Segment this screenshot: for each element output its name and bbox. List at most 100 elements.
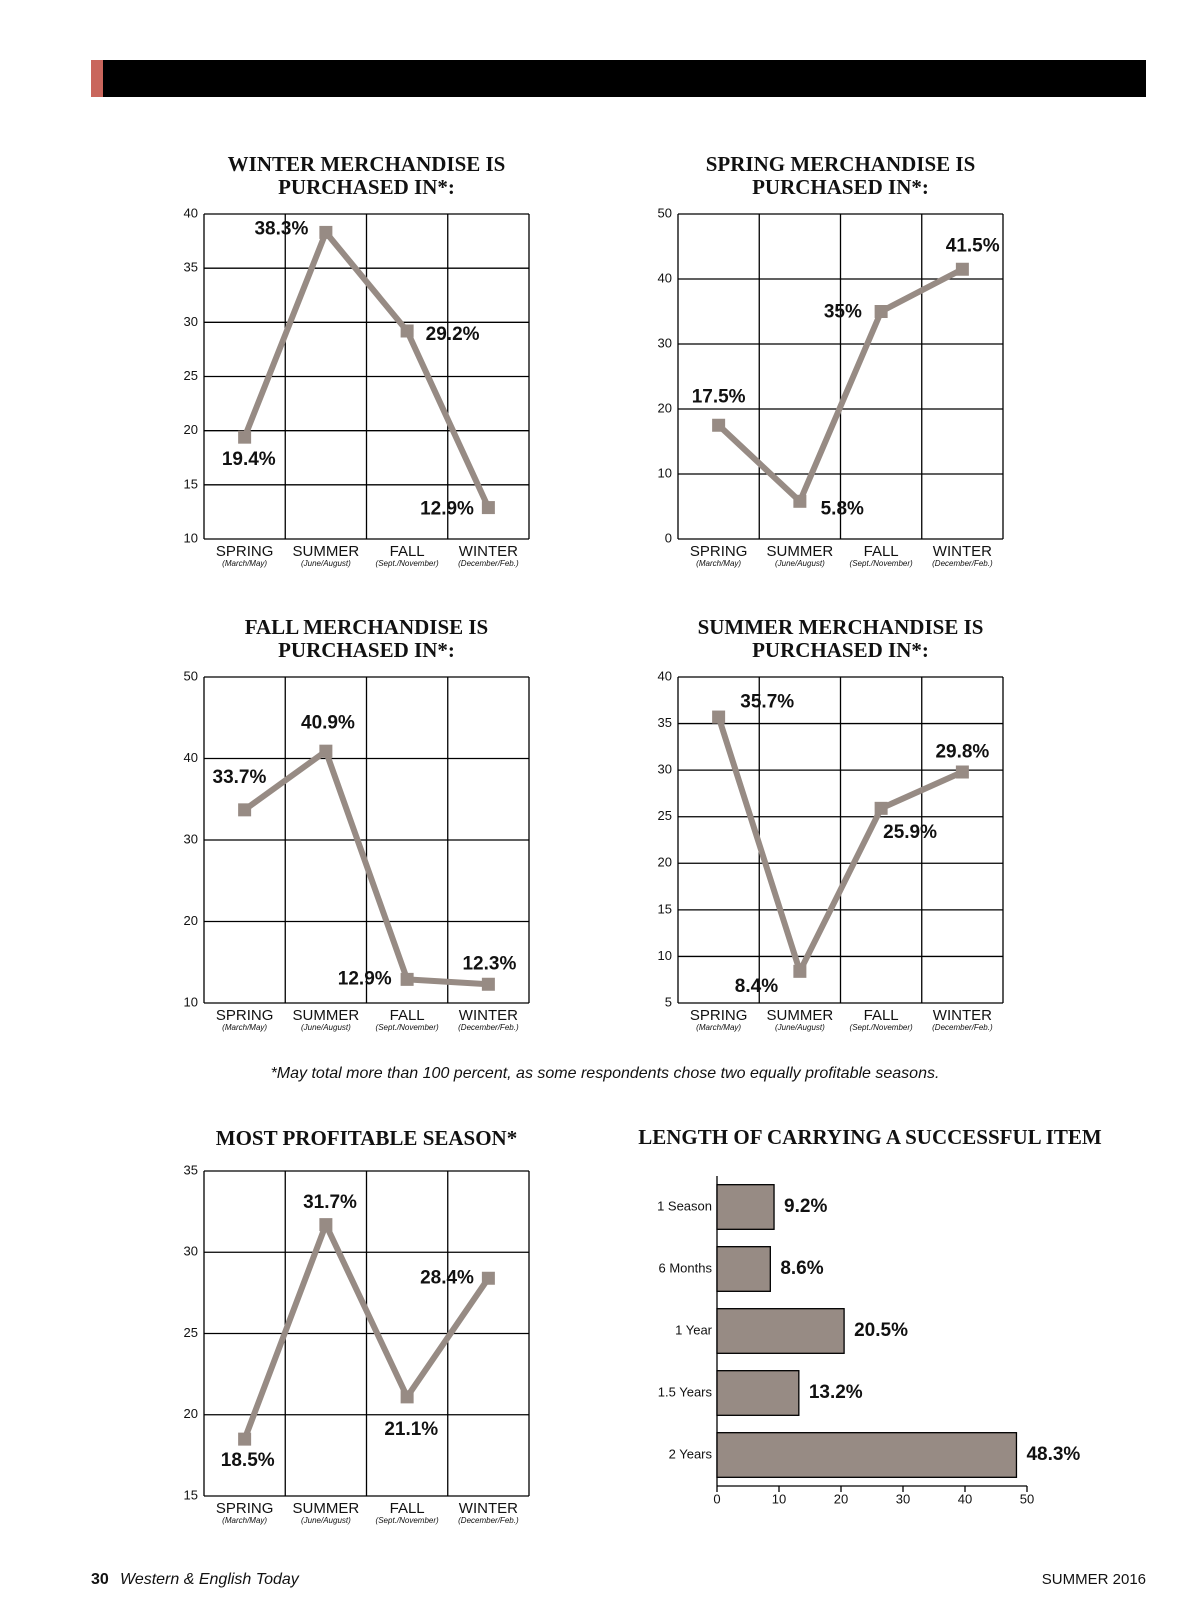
x-tick-note: (December/Feb.) [458, 1023, 519, 1032]
y-tick-label: 20 [184, 913, 198, 928]
value-label: 29.8% [935, 741, 989, 762]
bar [716, 1246, 771, 1292]
value-label: 8.6% [780, 1258, 823, 1279]
chart-title: MOST PROFITABLE SEASON* [216, 1126, 517, 1150]
value-label: 9.2% [784, 1196, 827, 1217]
chart-title: PURCHASED IN*: [752, 638, 929, 662]
y-tick-label: 25 [184, 368, 198, 383]
x-tick-note: (June/August) [301, 559, 351, 568]
bar [716, 1184, 775, 1230]
value-label: 48.3% [1026, 1444, 1080, 1465]
y-tick-label: 40 [658, 668, 672, 683]
y-tick-label: 1 Year [675, 1322, 713, 1337]
value-label: 12.9% [420, 499, 474, 520]
x-tick-label: 40 [958, 1491, 972, 1506]
y-tick-label: 20 [658, 400, 672, 415]
y-tick-label: 35 [184, 260, 198, 275]
y-tick-label: 10 [658, 465, 672, 480]
x-tick-note: (December/Feb.) [932, 1023, 993, 1032]
x-tick-note: (Sept./November) [376, 1516, 439, 1525]
value-label: 25.9% [883, 822, 937, 843]
chart-title: WINTER MERCHANDISE IS [228, 152, 506, 176]
value-label: 21.1% [384, 1419, 438, 1440]
data-point [955, 262, 969, 276]
value-label: 35% [824, 302, 862, 323]
x-tick-label: WINTER [459, 1500, 518, 1517]
y-tick-label: 35 [658, 715, 672, 730]
y-tick-label: 35 [184, 1162, 198, 1177]
x-tick-label: WINTER [933, 1007, 992, 1024]
x-tick-note: (Sept./November) [376, 1023, 439, 1032]
value-label: 38.3% [254, 218, 308, 239]
value-label: 12.3% [462, 954, 516, 975]
x-tick-label: SPRING [690, 1007, 748, 1024]
series-line [241, 229, 492, 509]
x-tick-note: (March/May) [222, 1516, 267, 1525]
x-tick-label: 10 [772, 1491, 786, 1506]
data-point [712, 710, 726, 724]
x-tick-label: 0 [713, 1491, 720, 1506]
y-tick-label: 20 [184, 422, 198, 437]
chart-title: FALL MERCHANDISE IS [245, 615, 489, 639]
x-tick-note: (Sept./November) [376, 559, 439, 568]
x-tick-note: (March/May) [696, 1023, 741, 1032]
y-tick-label: 20 [184, 1406, 198, 1421]
data-point [712, 418, 726, 432]
y-tick-label: 6 Months [659, 1260, 713, 1275]
value-label: 33.7% [213, 767, 267, 788]
publication: Western & English Today [120, 1571, 300, 1588]
value-label: 28.4% [420, 1267, 474, 1288]
x-tick-label: FALL [390, 1007, 425, 1024]
x-tick-label: 50 [1020, 1491, 1034, 1506]
data-point [481, 1271, 495, 1285]
x-tick-note: (December/Feb.) [458, 1516, 519, 1525]
chart-title: PURCHASED IN*: [278, 638, 455, 662]
value-label: 18.5% [221, 1450, 275, 1471]
y-tick-label: 1.5 Years [658, 1384, 713, 1399]
x-tick-label: SUMMER [293, 1500, 360, 1517]
x-tick-label: FALL [390, 543, 425, 560]
series-line [242, 748, 489, 988]
value-label: 8.4% [735, 976, 778, 997]
x-tick-label: WINTER [459, 543, 518, 560]
x-tick-note: (Sept./November) [850, 559, 913, 568]
value-label: 31.7% [303, 1192, 357, 1213]
series-line [241, 1221, 491, 1441]
data-point [319, 744, 333, 758]
y-tick-label: 50 [658, 205, 672, 220]
value-label: 19.4% [222, 449, 276, 470]
value-label: 29.2% [426, 324, 480, 345]
y-tick-label: 40 [184, 750, 198, 765]
x-tick-label: FALL [864, 1007, 899, 1024]
x-tick-note: (June/August) [775, 1023, 825, 1032]
x-tick-label: SUMMER [767, 1007, 834, 1024]
y-tick-label: 40 [658, 270, 672, 285]
x-tick-note: (March/May) [696, 559, 741, 568]
data-point [400, 972, 414, 986]
data-point [793, 494, 807, 508]
x-tick-label: SUMMER [767, 543, 834, 560]
y-tick-label: 25 [184, 1325, 198, 1340]
data-point [238, 803, 252, 817]
value-label: 17.5% [692, 386, 746, 407]
data-point [319, 1218, 333, 1232]
y-tick-label: 15 [658, 901, 672, 916]
x-tick-label: 20 [834, 1491, 848, 1506]
header-bar [91, 60, 1146, 97]
x-tick-label: SPRING [690, 543, 748, 560]
bar [716, 1432, 1018, 1478]
y-tick-label: 30 [658, 762, 672, 777]
y-tick-label: 15 [184, 1487, 198, 1502]
y-tick-label: 1 Season [657, 1198, 712, 1213]
x-tick-label: WINTER [459, 1007, 518, 1024]
data-point [793, 964, 807, 978]
value-label: 35.7% [740, 692, 794, 713]
x-tick-note: (June/August) [775, 559, 825, 568]
x-tick-note: (March/May) [222, 559, 267, 568]
value-label: 41.5% [946, 236, 1000, 257]
x-tick-label: WINTER [933, 543, 992, 560]
x-tick-note: (Sept./November) [850, 1023, 913, 1032]
y-tick-label: 30 [184, 831, 198, 846]
x-tick-label: 30 [896, 1491, 910, 1506]
